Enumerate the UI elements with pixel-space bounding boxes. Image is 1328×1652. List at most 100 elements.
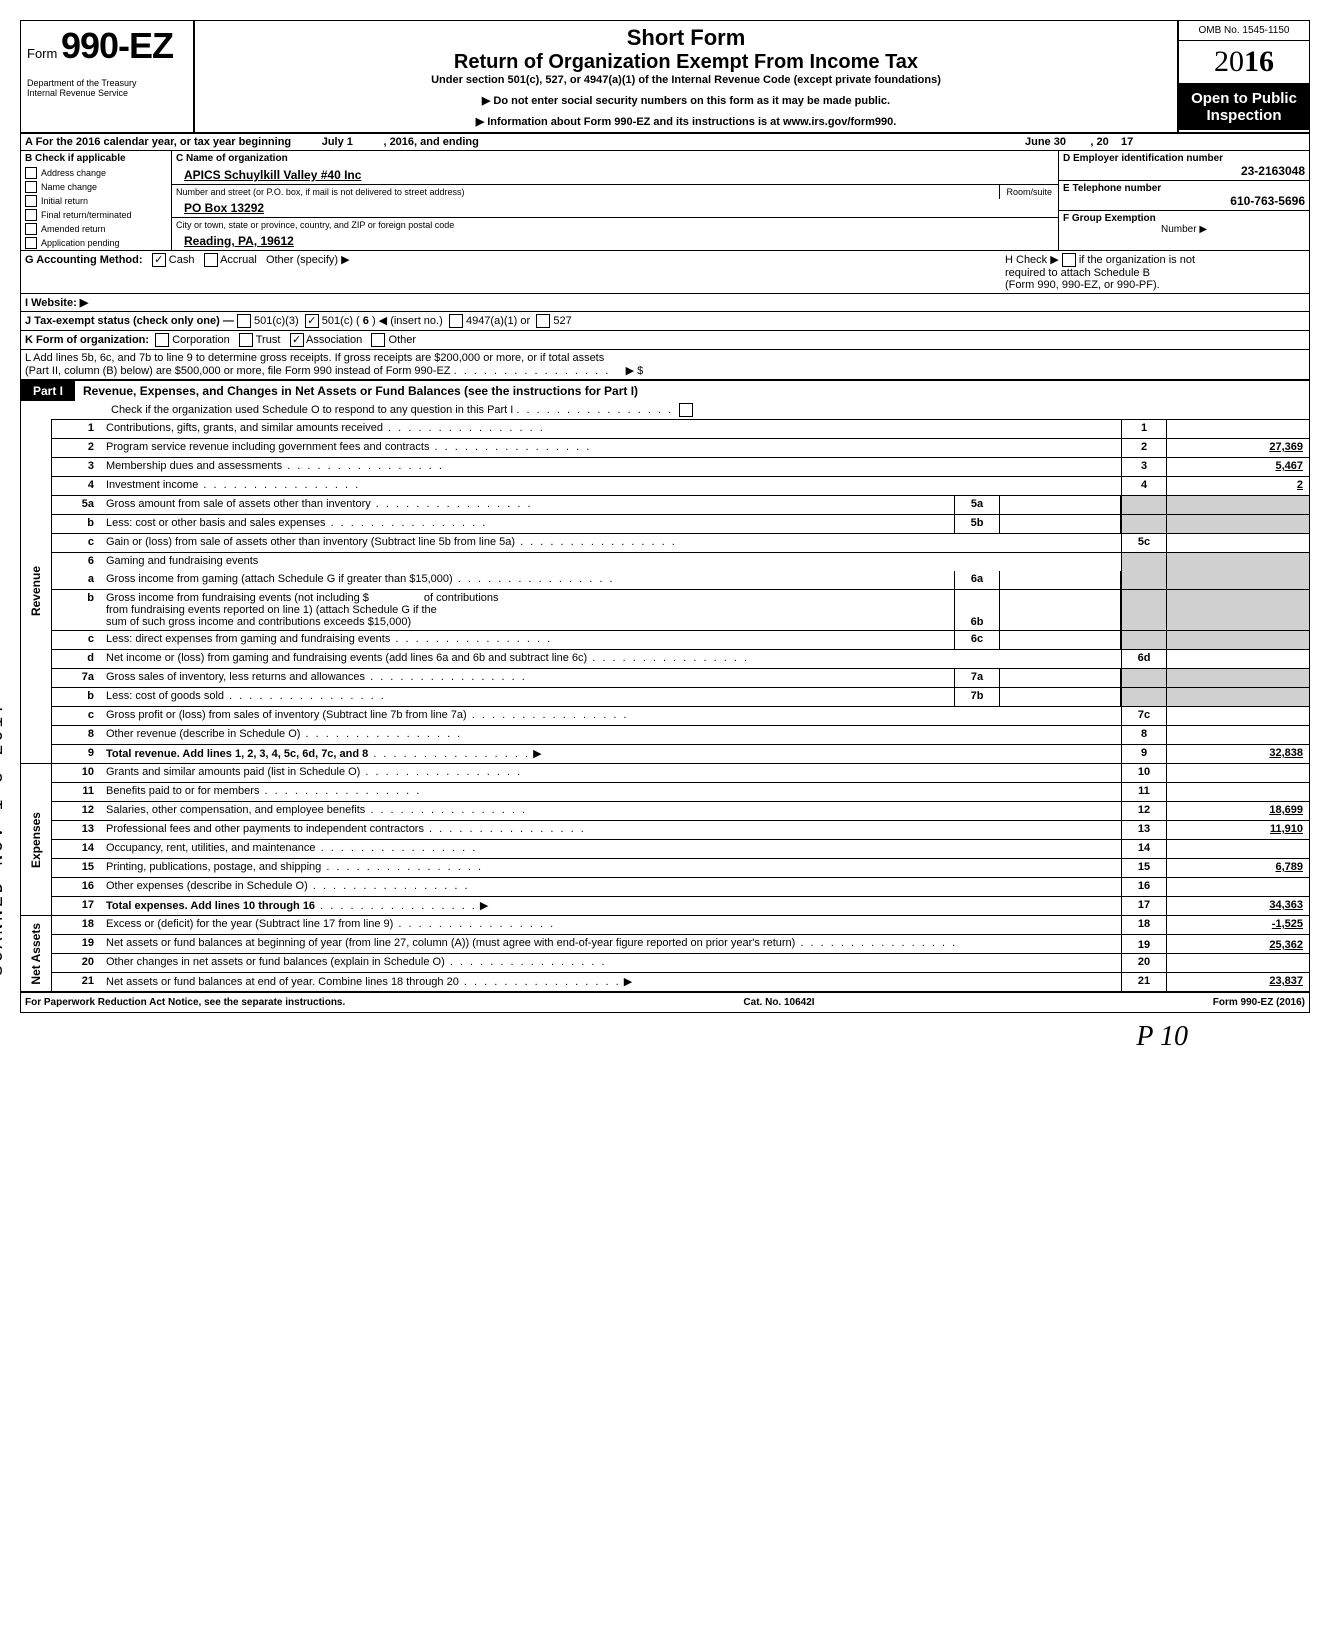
chk-schedule-b[interactable] bbox=[1062, 253, 1076, 267]
ln7b-text: Less: cost of goods sold bbox=[106, 690, 224, 702]
ln6b-t1: Gross income from fundraising events (no… bbox=[106, 592, 369, 604]
ln18-text: Excess or (deficit) for the year (Subtra… bbox=[106, 918, 393, 930]
ln7a-rn bbox=[1121, 669, 1167, 687]
ln15-rn: 15 bbox=[1121, 859, 1167, 877]
row-h-4: (Form 990, 990-EZ, or 990-PF). bbox=[1005, 279, 1160, 291]
ln16-rn: 16 bbox=[1121, 878, 1167, 896]
ln12-rv: 18,699 bbox=[1167, 802, 1309, 820]
ln5c-num: c bbox=[52, 534, 102, 552]
form-header: Form 990-EZ Department of the Treasury I… bbox=[21, 21, 1309, 134]
lbl-527: 527 bbox=[553, 315, 571, 327]
chk-501c3[interactable] bbox=[237, 314, 251, 328]
ln21-text: Net assets or fund balances at end of ye… bbox=[106, 976, 459, 988]
footer: For Paperwork Reduction Act Notice, see … bbox=[21, 991, 1309, 1012]
ln17-num: 17 bbox=[52, 897, 102, 915]
ln11-text: Benefits paid to or for members bbox=[106, 785, 259, 797]
chk-501c[interactable]: ✓ bbox=[305, 314, 319, 328]
ln4-rv: 2 bbox=[1167, 477, 1309, 495]
ln6d-text: Net income or (loss) from gaming and fun… bbox=[106, 652, 587, 664]
ln12-text: Salaries, other compensation, and employ… bbox=[106, 804, 365, 816]
ln11-num: 11 bbox=[52, 783, 102, 801]
ln7b-rn bbox=[1121, 688, 1167, 706]
revenue-section: Revenue 1 Contributions, gifts, grants, a… bbox=[21, 419, 1309, 763]
form-prefix: Form bbox=[27, 46, 57, 61]
ln18-rn: 18 bbox=[1121, 916, 1167, 934]
ln6a-rv bbox=[1167, 571, 1309, 589]
ln3-text: Membership dues and assessments bbox=[106, 460, 282, 472]
ln7c-num: c bbox=[52, 707, 102, 725]
vert-revenue: Revenue bbox=[27, 562, 45, 620]
ln5b-num: b bbox=[52, 515, 102, 533]
instr-ssn: ▶ Do not enter social security numbers o… bbox=[203, 94, 1169, 107]
ln14-num: 14 bbox=[52, 840, 102, 858]
val-street: PO Box 13292 bbox=[172, 199, 1058, 217]
chk-name-change[interactable] bbox=[25, 181, 37, 193]
ln21-rv: 23,837 bbox=[1167, 973, 1309, 991]
ln6-rn bbox=[1121, 553, 1167, 571]
form-num-big: 990-EZ bbox=[61, 25, 173, 66]
row-a-end-month: June 30 bbox=[1025, 136, 1066, 148]
ln6b-t2: of contributions bbox=[424, 592, 499, 604]
chk-corp[interactable] bbox=[155, 333, 169, 347]
ln19-rv: 25,362 bbox=[1167, 935, 1309, 953]
section-bcdef: B Check if applicable Address change Nam… bbox=[21, 151, 1309, 251]
chk-accrual[interactable] bbox=[204, 253, 218, 267]
ln7a-mn: 7a bbox=[954, 669, 1000, 687]
instr-website: ▶ Information about Form 990-EZ and its … bbox=[203, 115, 1169, 128]
ln20-num: 20 bbox=[52, 954, 102, 972]
form-container: SCANNED NOV 1 5 2017 Form 990-EZ Departm… bbox=[20, 20, 1308, 1013]
ln17-rv: 34,363 bbox=[1167, 897, 1309, 915]
ln16-num: 16 bbox=[52, 878, 102, 896]
ln21-rn: 21 bbox=[1121, 973, 1167, 991]
chk-amended[interactable] bbox=[25, 223, 37, 235]
ln8-rv bbox=[1167, 726, 1309, 744]
chk-app-pending[interactable] bbox=[25, 237, 37, 249]
ln1-text: Contributions, gifts, grants, and simila… bbox=[106, 422, 383, 434]
ln5b-mn: 5b bbox=[954, 515, 1000, 533]
ln18-num: 18 bbox=[52, 916, 102, 934]
ln21-num: 21 bbox=[52, 973, 102, 991]
ln5a-num: 5a bbox=[52, 496, 102, 514]
footer-right: Form 990-EZ (2016) bbox=[1213, 997, 1305, 1008]
year-prefix: 20 bbox=[1214, 45, 1244, 78]
omb-number: OMB No. 1545-1150 bbox=[1179, 21, 1309, 41]
ln14-rv bbox=[1167, 840, 1309, 858]
open-to-public: Open to Public Inspection bbox=[1179, 84, 1309, 130]
row-l-1: L Add lines 5b, 6c, and 7b to line 9 to … bbox=[25, 352, 1305, 364]
ln13-rn: 13 bbox=[1121, 821, 1167, 839]
lbl-ein: D Employer identification number bbox=[1063, 153, 1305, 164]
handwritten-note: P 10 bbox=[1136, 1021, 1188, 1053]
chk-other-org[interactable] bbox=[371, 333, 385, 347]
ln19-num: 19 bbox=[52, 935, 102, 953]
ln7a-mv bbox=[1000, 669, 1121, 687]
chk-527[interactable] bbox=[536, 314, 550, 328]
ln5a-mv bbox=[1000, 496, 1121, 514]
ln7b-rv bbox=[1167, 688, 1309, 706]
ln6b-text: Gross income from fundraising events (no… bbox=[102, 590, 954, 630]
lbl-final-return: Final return/terminated bbox=[41, 210, 132, 220]
chk-final-return[interactable] bbox=[25, 209, 37, 221]
chk-initial-return[interactable] bbox=[25, 195, 37, 207]
chk-4947[interactable] bbox=[449, 314, 463, 328]
open-public-2: Inspection bbox=[1181, 107, 1307, 124]
chk-assoc[interactable]: ✓ bbox=[290, 333, 304, 347]
ln13-text: Professional fees and other payments to … bbox=[106, 823, 424, 835]
lbl-assoc: Association bbox=[306, 334, 362, 346]
ln12-rn: 12 bbox=[1121, 802, 1167, 820]
ln15-num: 15 bbox=[52, 859, 102, 877]
chk-trust[interactable] bbox=[239, 333, 253, 347]
ln20-text: Other changes in net assets or fund bala… bbox=[106, 956, 445, 968]
ln5a-mn: 5a bbox=[954, 496, 1000, 514]
val-city: Reading, PA, 19612 bbox=[172, 232, 1058, 250]
ln5b-text: Less: cost or other basis and sales expe… bbox=[106, 517, 326, 529]
lbl-app-pending: Application pending bbox=[41, 238, 120, 248]
form-number: Form 990-EZ bbox=[27, 25, 187, 67]
chk-cash[interactable]: ✓ bbox=[152, 253, 166, 267]
year-suffix: 16 bbox=[1244, 45, 1274, 78]
row-h-3: required to attach Schedule B bbox=[1005, 267, 1150, 279]
chk-address-change[interactable] bbox=[25, 167, 37, 179]
chk-schedule-o[interactable] bbox=[679, 403, 693, 417]
ln1-num: 1 bbox=[52, 420, 102, 438]
tax-year: 2016 bbox=[1179, 41, 1309, 84]
ln12-num: 12 bbox=[52, 802, 102, 820]
